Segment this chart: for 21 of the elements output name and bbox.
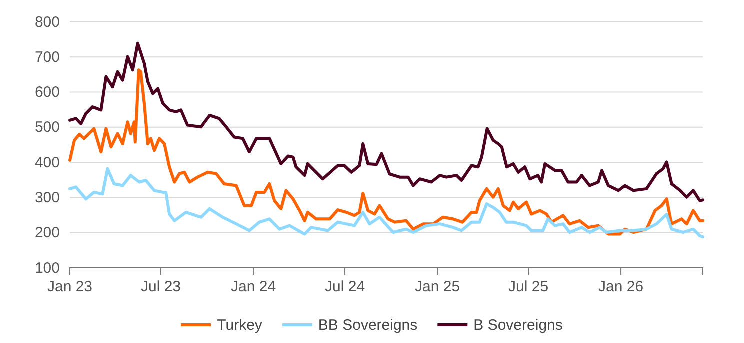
x-tick-label: Jul 24 — [325, 278, 366, 296]
legend-label: B Sovereigns — [474, 317, 563, 334]
x-tick-label: Jul 23 — [140, 278, 182, 296]
x-tick-label: Jan 25 — [415, 278, 460, 296]
line-series — [68, 42, 704, 202]
x-tick-label: Jan 26 — [598, 278, 644, 296]
line-series — [68, 68, 704, 236]
y-tick-label: 800 — [34, 14, 60, 31]
y-tick-label: 700 — [34, 48, 60, 66]
y-tick-label: 200 — [34, 224, 60, 242]
x-tick-label: Jul 25 — [508, 278, 549, 296]
y-tick-label: 500 — [34, 119, 60, 136]
x-tick-label: Jan 23 — [47, 278, 93, 296]
x-tick-label: Jan 24 — [230, 278, 276, 296]
line-series — [68, 167, 704, 239]
y-tick-label: 600 — [34, 84, 60, 102]
y-tick-label: 300 — [34, 190, 60, 207]
y-tick-label: 400 — [34, 154, 60, 172]
legend-label: BB Sovereigns — [318, 317, 418, 334]
legend-label: Turkey — [217, 317, 263, 334]
y-tick-label: 100 — [34, 260, 60, 277]
